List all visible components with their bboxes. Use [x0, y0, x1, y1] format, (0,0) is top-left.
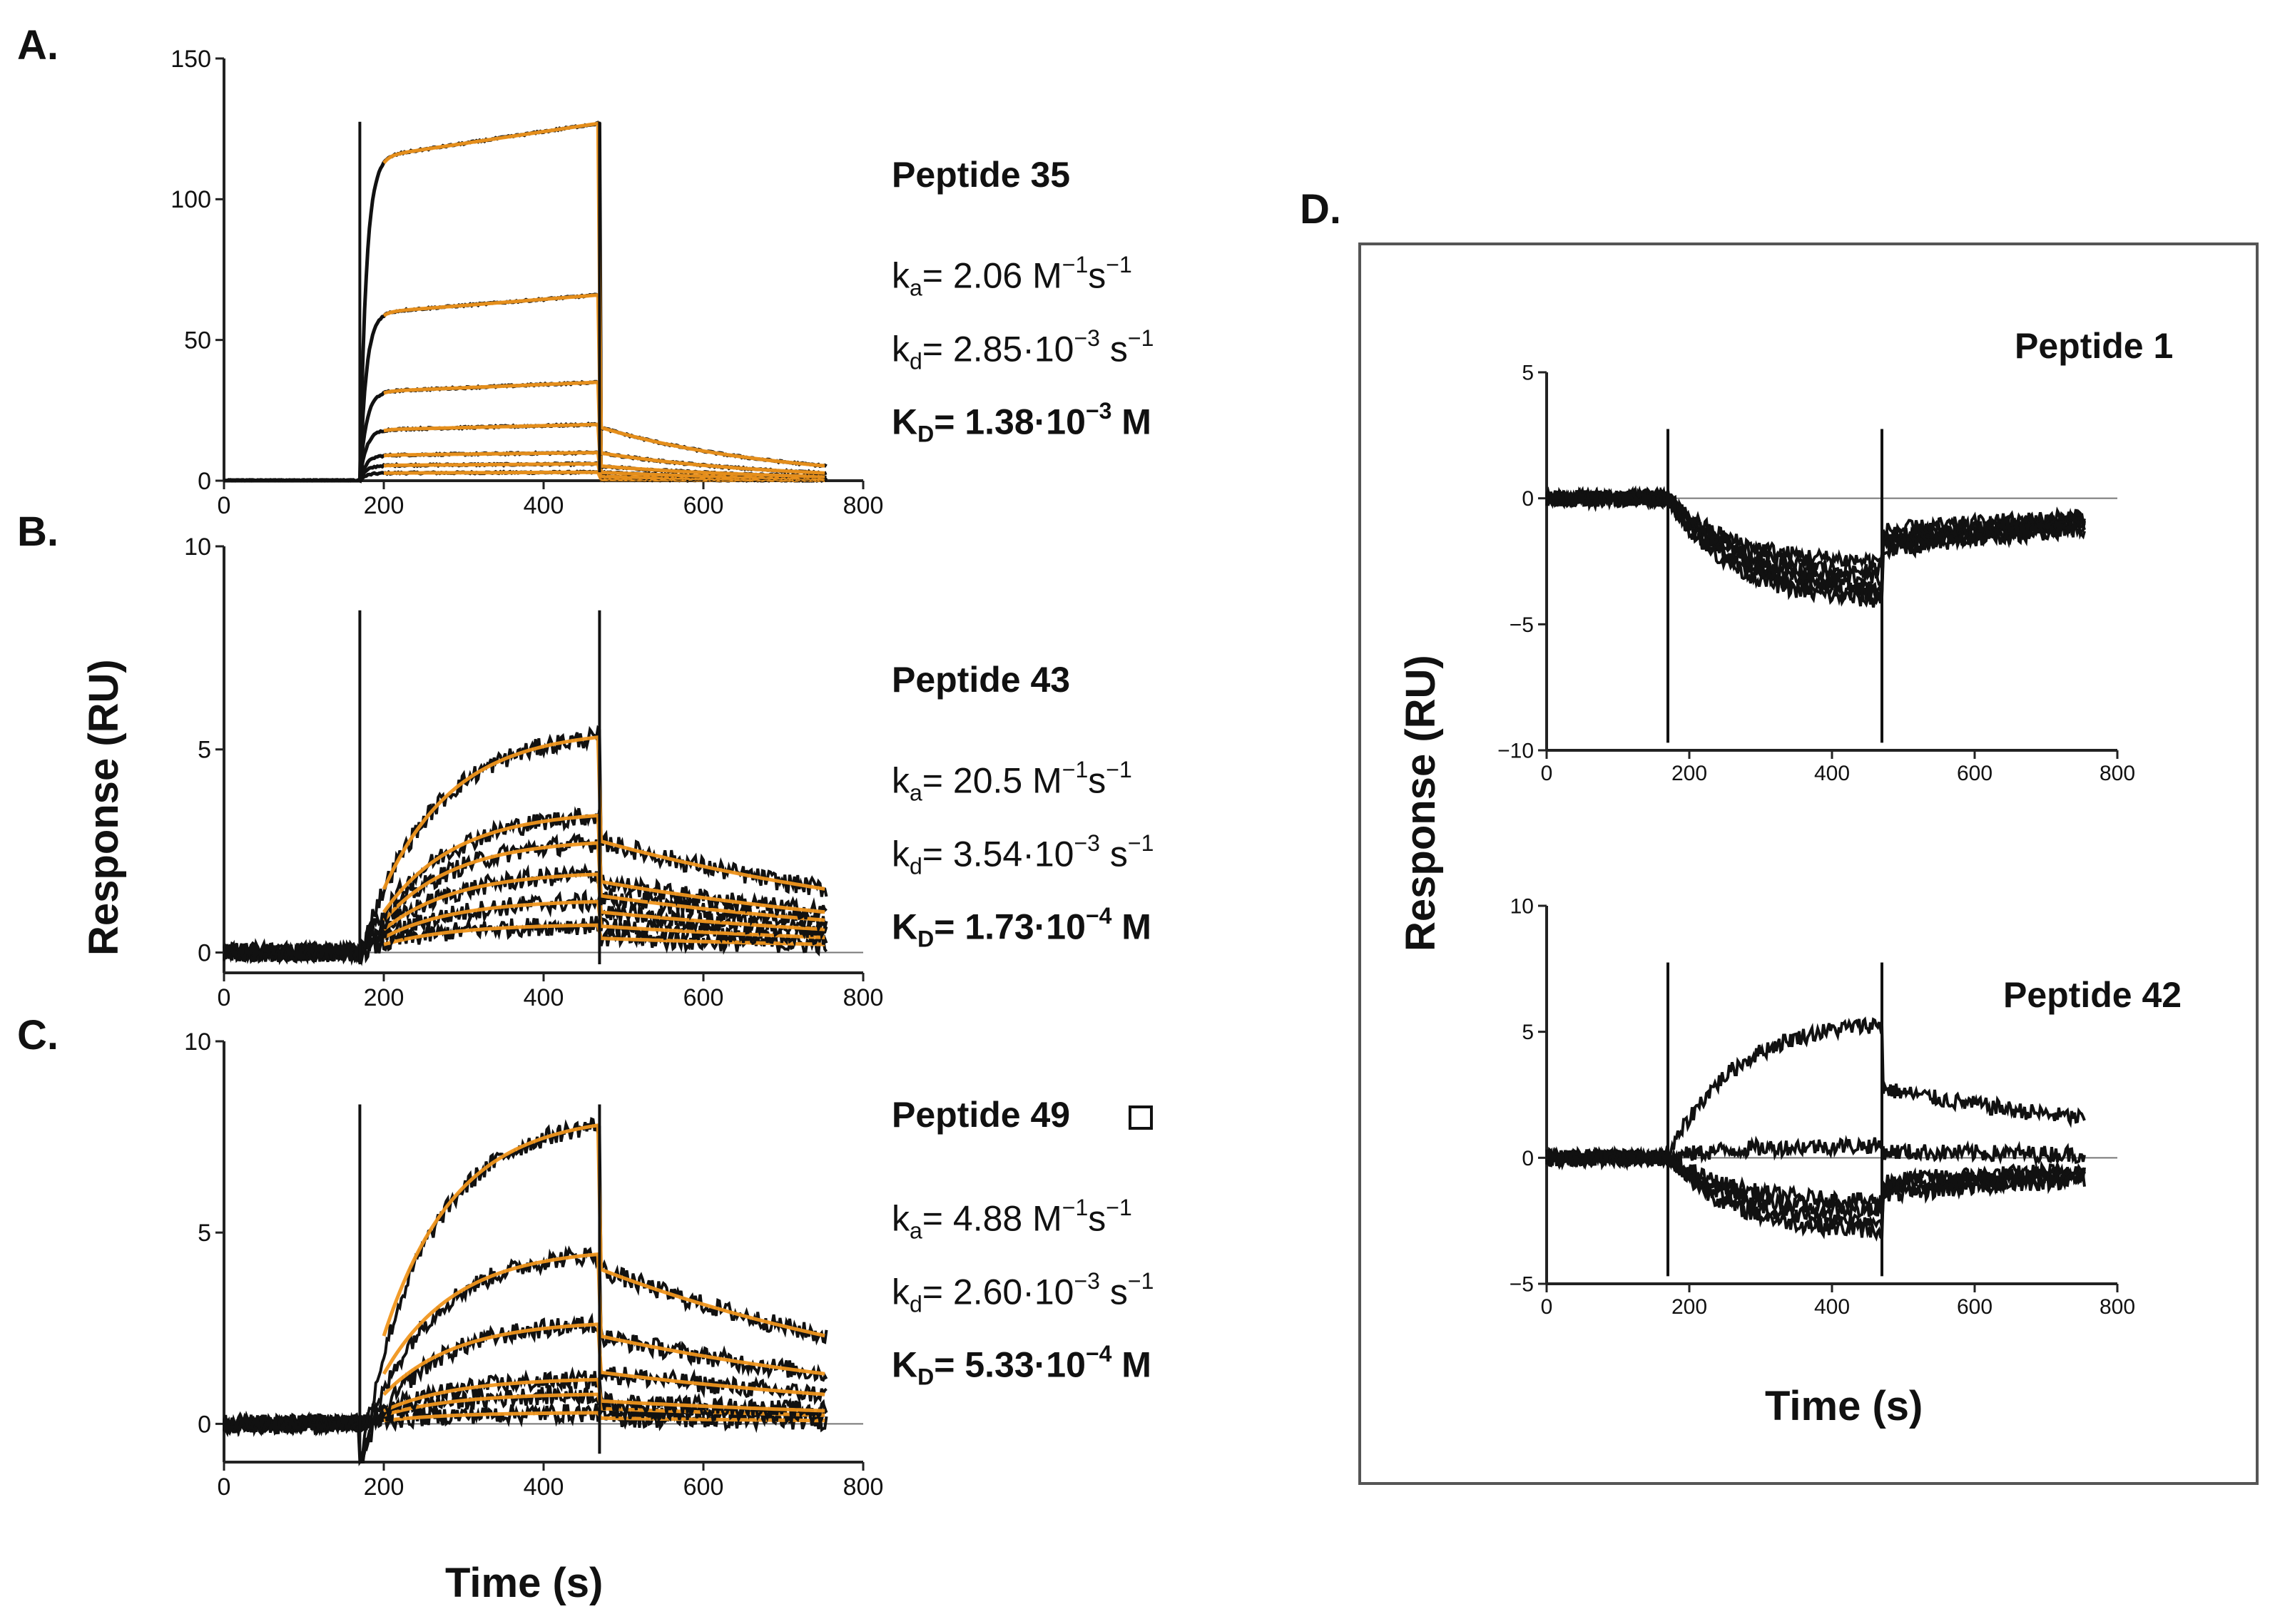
panel-letter-c: C. — [17, 1012, 58, 1058]
x-tick-label: 600 — [683, 1474, 724, 1501]
y-tick-label: 0 — [198, 1411, 211, 1438]
x-tick-label: 0 — [1541, 1295, 1553, 1319]
x-tick-label: 400 — [524, 1474, 564, 1501]
panel-letter-b: B. — [17, 509, 58, 555]
x-tick-label: 200 — [364, 492, 404, 519]
fit-curve — [382, 841, 825, 922]
chart-a: 0 200 400 600 800 0 50 100 150 — [171, 46, 883, 519]
kinetics-b: ka= 20.5 M−1s−1 kd= 3.54·10−3 s−1 KD= 1.… — [892, 746, 1154, 966]
right-ylabel: Response (RU) — [1398, 655, 1444, 951]
sensorgram-trace — [223, 1312, 828, 1464]
ka-line-c: ka= 4.88 M−1s−1 — [892, 1195, 1132, 1244]
fit-curve — [382, 1322, 825, 1396]
y-tick-label: 10 — [184, 533, 211, 561]
fit-curve — [382, 899, 825, 939]
chart-d1: 0 200 400 600 800 −10 −5 0 5 — [1497, 362, 2135, 786]
x-tick-label: 200 — [364, 1474, 404, 1501]
x-tick-label: 0 — [218, 492, 231, 519]
x-tick-label: 800 — [2100, 762, 2135, 785]
sensorgram-trace — [1545, 486, 2086, 608]
x-tick-label: 200 — [1671, 762, 1707, 785]
chart-c: 0 200 400 600 800 0 5 10 — [184, 1028, 883, 1501]
y-tick-label: −5 — [1510, 613, 1534, 637]
fit-curve — [383, 1411, 825, 1423]
y-tick-label: 0 — [198, 939, 211, 966]
KD-line-b: KD= 1.73·10−4 M — [892, 903, 1151, 952]
y-tick-label: −10 — [1497, 740, 1534, 763]
x-tick-label: 600 — [1957, 762, 1992, 785]
kinetics-a: ka= 2.06 M−1s−1 kd= 2.85·10−3 s−1 KD= 1.… — [892, 241, 1154, 461]
y-tick-label: 5 — [198, 1220, 211, 1247]
sensorgram-trace — [223, 1117, 828, 1463]
fit-curve — [382, 1252, 825, 1376]
fit-curve — [383, 380, 825, 479]
chart-d2: 0 200 400 600 800 −5 0 5 10 — [1510, 895, 2135, 1319]
fit-curve — [382, 293, 825, 475]
x-tick-label: 400 — [524, 984, 564, 1011]
x-tick-label: 400 — [1814, 762, 1850, 785]
y-tick-label: 0 — [1522, 487, 1534, 511]
peptide-title-c: Peptide 49 — [892, 1095, 1071, 1135]
sensorgram-trace — [1546, 1145, 2086, 1232]
left-xlabel: Time (s) — [445, 1560, 604, 1606]
x-tick-label: 800 — [843, 984, 884, 1011]
x-tick-label: 800 — [843, 492, 884, 519]
peptide-title-a: Peptide 35 — [892, 155, 1071, 195]
x-tick-label: 0 — [218, 1474, 231, 1501]
x-tick-label: 800 — [843, 1474, 884, 1501]
panel-d-bottom-title: Peptide 42 — [2003, 975, 2182, 1015]
y-tick-label: 100 — [171, 186, 211, 213]
panel-d-frame — [1358, 242, 2259, 1485]
x-tick-label: 400 — [524, 492, 564, 519]
y-tick-label: 50 — [184, 327, 211, 354]
y-tick-label: −5 — [1510, 1273, 1534, 1297]
y-tick-label: 5 — [1522, 362, 1534, 385]
right-xlabel: Time (s) — [1765, 1383, 1923, 1429]
x-tick-label: 0 — [218, 984, 231, 1011]
fit-curve — [382, 1123, 825, 1338]
ka-line-b: ka= 20.5 M−1s−1 — [892, 757, 1132, 806]
kinetics-c: ka= 4.88 M−1s−1 kd= 2.60·10−3 s−1 KD= 5.… — [892, 1184, 1154, 1404]
fit-curve — [382, 735, 825, 891]
x-tick-label: 600 — [683, 492, 724, 519]
ka-line-a: ka= 2.06 M−1s−1 — [892, 252, 1132, 301]
fit-curve — [382, 813, 825, 914]
y-tick-label: 10 — [184, 1028, 211, 1056]
x-tick-label: 600 — [1957, 1295, 1992, 1319]
fit-curve — [383, 422, 825, 481]
KD-line-a: KD= 1.38·10−3 M — [892, 398, 1151, 447]
panel-letter-a: A. — [17, 22, 58, 68]
kd-line-b: kd= 3.54·10−3 s−1 — [892, 829, 1154, 879]
y-tick-label: 0 — [198, 468, 211, 495]
panel-letter-d: D. — [1300, 186, 1341, 233]
fit-curve — [382, 121, 825, 468]
sensorgram-trace — [1545, 1145, 2086, 1243]
y-tick-label: 150 — [171, 46, 211, 73]
KD-line-c: KD= 5.33·10−4 M — [892, 1341, 1151, 1390]
square-marker — [1129, 1105, 1153, 1130]
panel-d-top-title: Peptide 1 — [2015, 326, 2174, 366]
left-ylabel: Response (RU) — [81, 659, 127, 956]
y-tick-label: 10 — [1510, 895, 1534, 919]
kd-line-c: kd= 2.60·10−3 s−1 — [892, 1267, 1154, 1317]
kd-line-a: kd= 2.85·10−3 s−1 — [892, 325, 1154, 374]
x-tick-label: 0 — [1541, 762, 1553, 785]
x-tick-label: 200 — [1671, 1295, 1707, 1319]
peptide-title-b: Peptide 43 — [892, 660, 1071, 700]
fit-curve — [382, 1377, 825, 1413]
chart-b: 0 200 400 600 800 0 5 10 — [184, 533, 883, 1011]
x-tick-label: 600 — [683, 984, 724, 1011]
x-tick-label: 200 — [364, 984, 404, 1011]
y-tick-label: 0 — [1522, 1147, 1534, 1170]
y-tick-label: 5 — [1522, 1021, 1534, 1044]
x-tick-label: 400 — [1814, 1295, 1850, 1319]
x-tick-label: 800 — [2100, 1295, 2135, 1319]
y-tick-label: 5 — [198, 737, 211, 764]
